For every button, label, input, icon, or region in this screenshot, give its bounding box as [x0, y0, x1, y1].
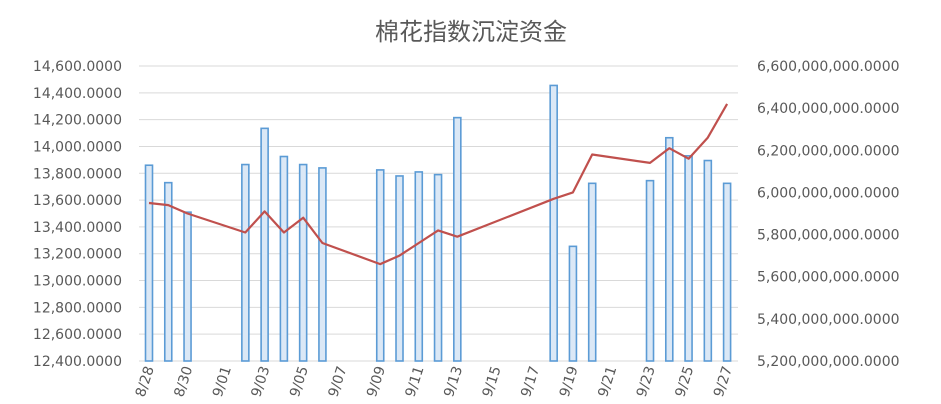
x-tick-label: 8/30: [171, 364, 196, 399]
y-tick-label: 13,200.0000: [33, 247, 122, 263]
x-tick-label: 9/21: [595, 364, 620, 399]
bar: [664, 136, 674, 362]
x-tick-label: 9/09: [364, 364, 389, 399]
y2-tick-label: 6,400,000,000.0000: [757, 101, 900, 117]
y2-tick-label: 5,400,000,000.0000: [757, 312, 900, 328]
bar: [722, 182, 732, 362]
y-tick-label: 13,400.0000: [33, 220, 122, 236]
x-tick-label: 9/01: [210, 364, 235, 399]
y2-tick-label: 6,200,000,000.0000: [757, 143, 900, 159]
bar: [279, 155, 289, 362]
bar: [433, 173, 443, 362]
bar: [144, 164, 154, 362]
x-axis-labels: 8/28 8/30 9/01 9/03 9/05 9/07 9/09 9/11 9/13 9/15…: [133, 364, 736, 399]
bar: [241, 163, 250, 362]
y2-tick-label: 6,000,000,000.0000: [757, 185, 900, 201]
y-tick-label: 13,600.0000: [33, 193, 122, 209]
y-tick-label: 12,600.0000: [33, 327, 122, 343]
left-axis-labels: 12,400.0000 12,600.0000 12,800.0000 13,000.…: [33, 59, 122, 370]
y2-tick-label: 6,600,000,000.0000: [757, 59, 900, 75]
bar: [568, 245, 578, 362]
x-tick-label: 8/28: [133, 364, 158, 399]
y-tick-label: 14,400.0000: [33, 86, 122, 102]
bar: [549, 84, 558, 362]
y-tick-label: 14,600.0000: [33, 59, 122, 75]
y-tick-label: 12,800.0000: [33, 300, 122, 316]
y-tick-label: 14,200.0000: [33, 113, 122, 129]
y2-tick-label: 5,800,000,000.0000: [757, 228, 900, 244]
bar: [260, 127, 269, 362]
right-axis-labels: 5,200,000,000.0000 5,400,000,000.0000 5,60…: [757, 59, 900, 370]
x-tick-label: 9/25: [672, 364, 697, 399]
line-series: [148, 103, 729, 266]
x-tick-label: 9/17: [518, 364, 543, 399]
bar: [645, 179, 655, 362]
y-tick-label: 12,400.0000: [33, 354, 122, 370]
bar: [684, 155, 693, 362]
y2-tick-label: 5,200,000,000.0000: [757, 354, 900, 370]
bar: [183, 211, 192, 362]
bar: [318, 167, 327, 362]
series-line: [148, 103, 729, 266]
x-tick-label: 9/19: [557, 364, 582, 399]
bar: [587, 182, 597, 362]
x-tick-label: 9/05: [287, 364, 312, 399]
bar: [375, 169, 385, 362]
y-tick-label: 13,800.0000: [33, 166, 122, 182]
x-tick-label: 9/13: [441, 364, 466, 399]
bar: [163, 181, 173, 362]
bar-series: [144, 84, 732, 362]
bar: [298, 163, 308, 362]
x-tick-label: 9/23: [634, 364, 659, 399]
bar: [395, 175, 404, 362]
x-tick-label: 9/07: [326, 364, 351, 399]
bar: [414, 171, 424, 362]
x-tick-label: 9/03: [248, 364, 273, 399]
y-tick-label: 14,000.0000: [33, 139, 122, 155]
bar: [703, 159, 713, 362]
chart-title: 棉花指数沉淀资金: [375, 18, 567, 46]
y-tick-label: 13,000.0000: [33, 274, 122, 290]
x-tick-label: 9/11: [403, 364, 428, 399]
x-tick-label: 9/27: [711, 364, 736, 399]
x-tick-label: 9/15: [480, 364, 505, 399]
bar: [453, 116, 462, 362]
y2-tick-label: 5,600,000,000.0000: [757, 270, 900, 286]
